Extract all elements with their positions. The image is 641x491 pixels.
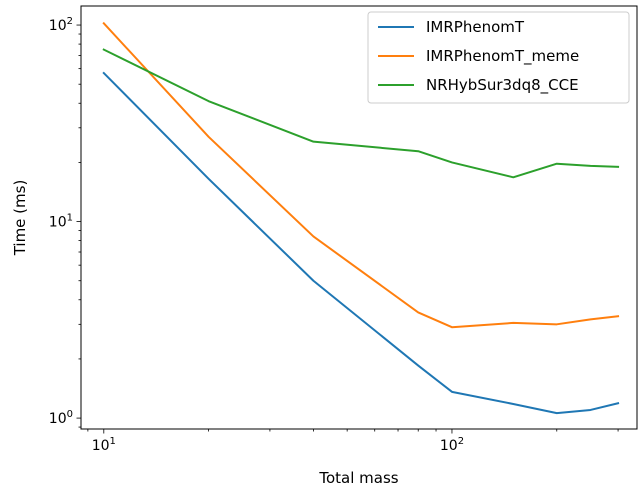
x-tick-label-base: 10 [92, 438, 110, 454]
series-line-0 [102, 71, 620, 415]
y-tick-label: 100 [49, 409, 73, 427]
x-axis-label: Total mass [318, 469, 398, 487]
y-tick-label: 101 [49, 213, 73, 231]
legend-box [367, 11, 630, 104]
y-tick-label-exponent: 0 [67, 409, 73, 420]
plot-frame [80, 5, 638, 430]
x-tick-label: 101 [92, 436, 116, 454]
y-tick-label-exponent: 1 [67, 213, 73, 224]
y-tick-label-base: 10 [49, 411, 67, 427]
legend: IMRPhenomT IMRPhenomT_meme NRHybSur3dq8_CC… [367, 11, 630, 104]
y-axis-label: Time (ms) [11, 180, 29, 257]
y-tick-label: 102 [49, 16, 73, 34]
y-tick-label-base: 10 [49, 215, 67, 231]
x-tick-label-exponent: 2 [458, 436, 464, 447]
x-tick-label: 102 [440, 436, 464, 454]
series-lines [102, 21, 620, 415]
legend-label-2: NRHybSur3dq8_CCE [426, 76, 579, 95]
legend-label-1: IMRPhenomT_meme [426, 47, 579, 66]
x-tick-label-base: 10 [440, 438, 458, 454]
legend-label-0: IMRPhenomT [426, 18, 525, 36]
series-line-2 [102, 48, 620, 179]
x-tick-label-exponent: 1 [110, 436, 116, 447]
series-line-1 [102, 21, 620, 329]
y-tick-label-base: 10 [49, 18, 67, 34]
y-tick-label-exponent: 2 [67, 16, 73, 27]
